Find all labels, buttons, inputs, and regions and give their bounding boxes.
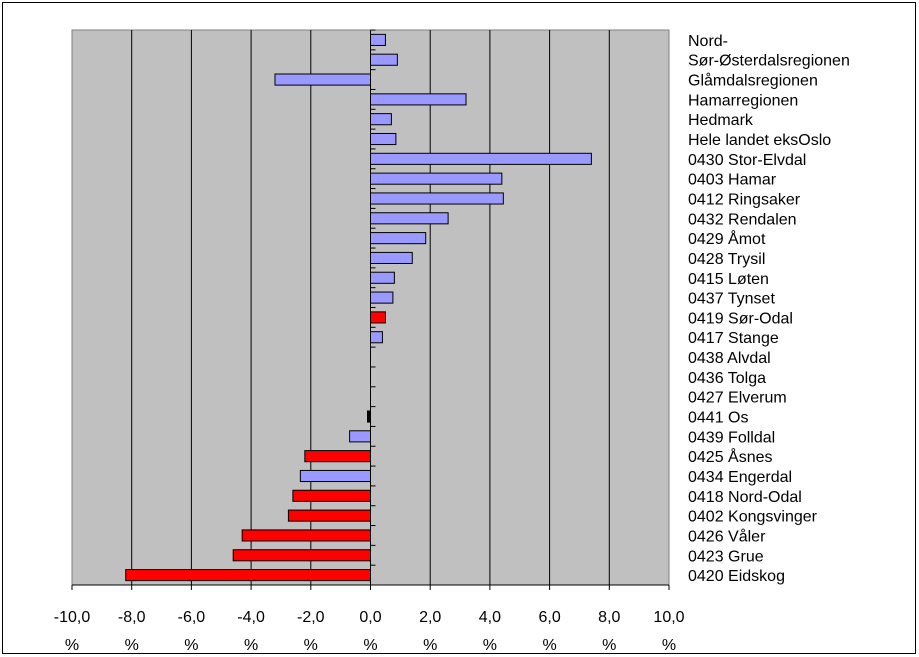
x-tick-unit: %	[125, 637, 139, 654]
category-label: 0423 Grue	[688, 548, 764, 565]
category-label: 0412 Ringsaker	[688, 191, 801, 208]
x-tick-unit: %	[363, 637, 377, 654]
category-label: Sør-Østerdalsregionen	[688, 53, 850, 70]
x-tick-label: -4,0	[237, 609, 265, 626]
bar	[370, 271, 395, 284]
bar	[292, 489, 372, 502]
category-label: 0420 Eidskog	[688, 568, 785, 585]
category-label: Glåmdalsregionen	[688, 72, 818, 90]
bar	[370, 212, 449, 225]
bar	[370, 291, 394, 304]
x-tick-label: -2,0	[297, 609, 325, 626]
x-tick-unit: %	[483, 637, 497, 654]
category-label: 0438 Alvdal	[688, 350, 771, 367]
bar	[299, 469, 372, 483]
bar	[370, 93, 467, 106]
category-label: 0425 Åsnes	[688, 447, 773, 466]
category-label: 0417 Stange	[688, 330, 779, 347]
category-label: 0430 Stor-Elvdal	[688, 152, 806, 169]
category-label: 0432 Rendalen	[688, 211, 797, 228]
x-tick-label: 2,0	[419, 609, 441, 626]
x-tick-label: -10,0	[54, 609, 91, 626]
bar	[304, 450, 371, 463]
x-tick-label: 6,0	[538, 609, 560, 626]
bar	[370, 192, 504, 205]
bar	[370, 251, 413, 264]
bar	[370, 331, 383, 344]
category-label: 0418 Nord-Odal	[688, 489, 802, 506]
category-label: 0427 Elverum	[688, 390, 787, 407]
bar	[370, 172, 503, 185]
category-label: 0402 Kongsvinger	[688, 509, 818, 526]
bar	[367, 410, 372, 423]
bar	[287, 509, 372, 522]
x-tick-unit: %	[602, 637, 616, 654]
bar	[370, 33, 386, 46]
bar	[232, 549, 371, 562]
x-tick-label: 4,0	[479, 609, 501, 626]
category-label: 0426 Våler	[688, 527, 766, 545]
category-label: 0428 Trysil	[688, 251, 765, 268]
category-label: 0434 Engerdal	[688, 469, 792, 486]
x-tick-label: 10,0	[653, 609, 684, 626]
x-tick-unit: %	[65, 637, 79, 654]
category-label: Hele landet eksOslo	[688, 132, 831, 149]
x-tick-unit: %	[662, 637, 676, 654]
x-tick-unit: %	[304, 637, 318, 654]
x-tick-unit: %	[184, 637, 198, 654]
category-label: 0436 Tolga	[688, 370, 766, 387]
category-label: 0419 Sør-Odal	[688, 310, 793, 327]
bar	[370, 232, 427, 245]
bar	[125, 569, 372, 582]
category-label: Hamarregionen	[688, 92, 798, 109]
x-tick-unit: %	[244, 637, 258, 654]
category-label: 0429 Åmot	[688, 229, 766, 248]
x-tick-label: 8,0	[598, 609, 620, 626]
x-tick-label: -8,0	[118, 609, 146, 626]
x-tick-label: -6,0	[178, 609, 206, 626]
bar	[241, 529, 371, 542]
category-label: 0415 Løten	[688, 271, 769, 288]
bar	[370, 132, 397, 146]
bar	[370, 311, 386, 324]
x-tick-unit: %	[423, 637, 437, 654]
bar	[370, 113, 392, 126]
category-label: Nord-	[688, 33, 728, 50]
bar	[349, 430, 372, 443]
bar	[370, 53, 398, 66]
bar	[370, 152, 592, 165]
category-label: 0439 Folldal	[688, 429, 775, 446]
bar	[274, 73, 372, 86]
category-label: 0403 Hamar	[688, 172, 777, 189]
category-label: 0441 Os	[688, 410, 748, 427]
category-label: Hedmark	[688, 112, 754, 129]
x-tick-unit: %	[542, 637, 556, 654]
x-tick-label: 0,0	[359, 609, 381, 626]
category-label: 0437 Tynset	[688, 291, 775, 308]
